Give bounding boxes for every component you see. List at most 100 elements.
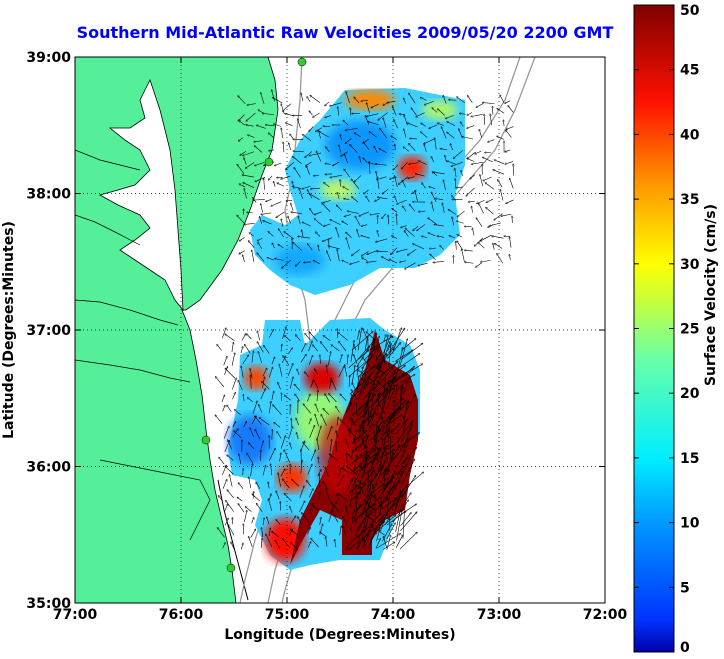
velocity-arrow [337, 494, 340, 501]
colorbar-ticks: 0 5 10 15 20 25 30 35 40 45 50 [634, 3, 700, 656]
velocity-arrow [246, 112, 256, 121]
velocity-arrow [435, 198, 444, 200]
velocity-arrow [289, 143, 292, 151]
velocity-arrow [339, 355, 343, 363]
velocity-arrow [313, 175, 320, 176]
velocity-arrow [388, 366, 405, 379]
velocity-arrow [383, 335, 386, 342]
velocity-arrow [257, 331, 260, 341]
velocity-arrow [346, 543, 349, 550]
velocity-arrow [347, 479, 352, 490]
velocity-arrow [217, 345, 222, 351]
velocity-arrow [328, 380, 331, 389]
velocity-arrow [250, 529, 256, 538]
velocity-arrow [415, 174, 425, 177]
velocity-arrow [375, 198, 381, 202]
velocity-arrow [274, 162, 282, 166]
velocity-arrow [486, 198, 494, 202]
velocity-arrow [457, 235, 463, 238]
velocity-arrow [284, 494, 292, 502]
velocity-arrow [357, 365, 369, 378]
velocity-arrow [310, 209, 314, 215]
velocity-arrow [319, 492, 320, 502]
velocity-arrow [455, 168, 457, 178]
velocity-arrow [403, 147, 409, 152]
velocity-arrow [368, 376, 380, 385]
velocity-arrow [409, 143, 416, 152]
velocity-arrow [261, 93, 265, 104]
velocity-arrow [374, 366, 379, 379]
velocity-arrow [362, 392, 370, 418]
velocity-arrow [375, 346, 380, 360]
velocity-arrow [446, 115, 455, 118]
velocity-arrow [238, 137, 243, 141]
station-marker [201, 435, 211, 445]
velocity-arrow [269, 150, 275, 151]
velocity-arrow [395, 348, 403, 377]
velocity-arrow [353, 516, 358, 523]
velocity-arrow [392, 236, 398, 239]
velocity-arrow [253, 199, 265, 200]
velocity-arrow [259, 216, 263, 224]
velocity-arrow [418, 161, 427, 165]
velocity-arrow [275, 259, 284, 261]
velocity-arrow [342, 468, 349, 474]
velocity-arrow [505, 149, 511, 152]
velocity-arrow [371, 103, 379, 108]
velocity-arrow [248, 135, 255, 138]
velocity-arrow [351, 390, 358, 400]
velocity-arrow [291, 543, 299, 551]
velocity-arrow [447, 122, 456, 126]
velocity-arrow [315, 404, 319, 413]
velocity-arrow [350, 418, 356, 427]
velocity-arrow [266, 534, 273, 547]
velocity-arrow [376, 486, 394, 510]
velocity-arrow [394, 385, 397, 403]
velocity-arrow [260, 389, 266, 400]
x-tick-label: 75:00 [265, 607, 310, 623]
velocity-arrow [345, 439, 350, 449]
velocity-arrow [333, 161, 340, 165]
velocity-arrow [283, 142, 284, 153]
velocity-arrow [429, 248, 437, 249]
velocity-arrow [392, 328, 401, 352]
velocity-arrow [357, 464, 367, 490]
velocity-arrow [400, 448, 417, 465]
velocity-arrow [382, 431, 392, 442]
velocity-arrow [431, 202, 434, 212]
velocity-arrow [246, 125, 254, 127]
velocity-arrow [396, 511, 402, 541]
velocity-arrow [370, 214, 380, 215]
velocity-arrow [369, 386, 376, 402]
velocity-arrow [314, 211, 322, 215]
velocity-arrow [348, 394, 352, 411]
velocity-arrow [303, 442, 310, 451]
velocity-arrow [389, 492, 405, 510]
velocity-arrow [269, 528, 270, 537]
velocity-arrow [315, 232, 321, 237]
velocity-arrow [349, 384, 367, 400]
velocity-arrow [403, 206, 407, 212]
velocity-arrow [258, 405, 263, 413]
velocity-arrow [483, 157, 493, 163]
velocity-arrow [417, 224, 426, 230]
velocity-arrow [450, 144, 453, 151]
velocity-arrow [338, 107, 339, 116]
velocity-arrow [352, 383, 357, 391]
velocity-arrow [296, 433, 299, 440]
velocity-arrow [313, 380, 319, 389]
velocity-arrow [250, 369, 253, 379]
x-tick-label: 73:00 [477, 607, 522, 623]
velocity-arrow [363, 483, 376, 509]
velocity-arrow [239, 454, 242, 465]
velocity-arrow [309, 126, 314, 131]
velocity-arrow [448, 209, 457, 215]
velocity-arrow [217, 528, 225, 538]
velocity-arrow [405, 228, 415, 237]
velocity-arrow [375, 539, 380, 549]
velocity-arrow [359, 211, 369, 216]
velocity-arrow [413, 244, 425, 250]
velocity-arrow [350, 261, 360, 264]
velocity-arrow [451, 161, 463, 166]
velocity-arrow [441, 127, 447, 139]
